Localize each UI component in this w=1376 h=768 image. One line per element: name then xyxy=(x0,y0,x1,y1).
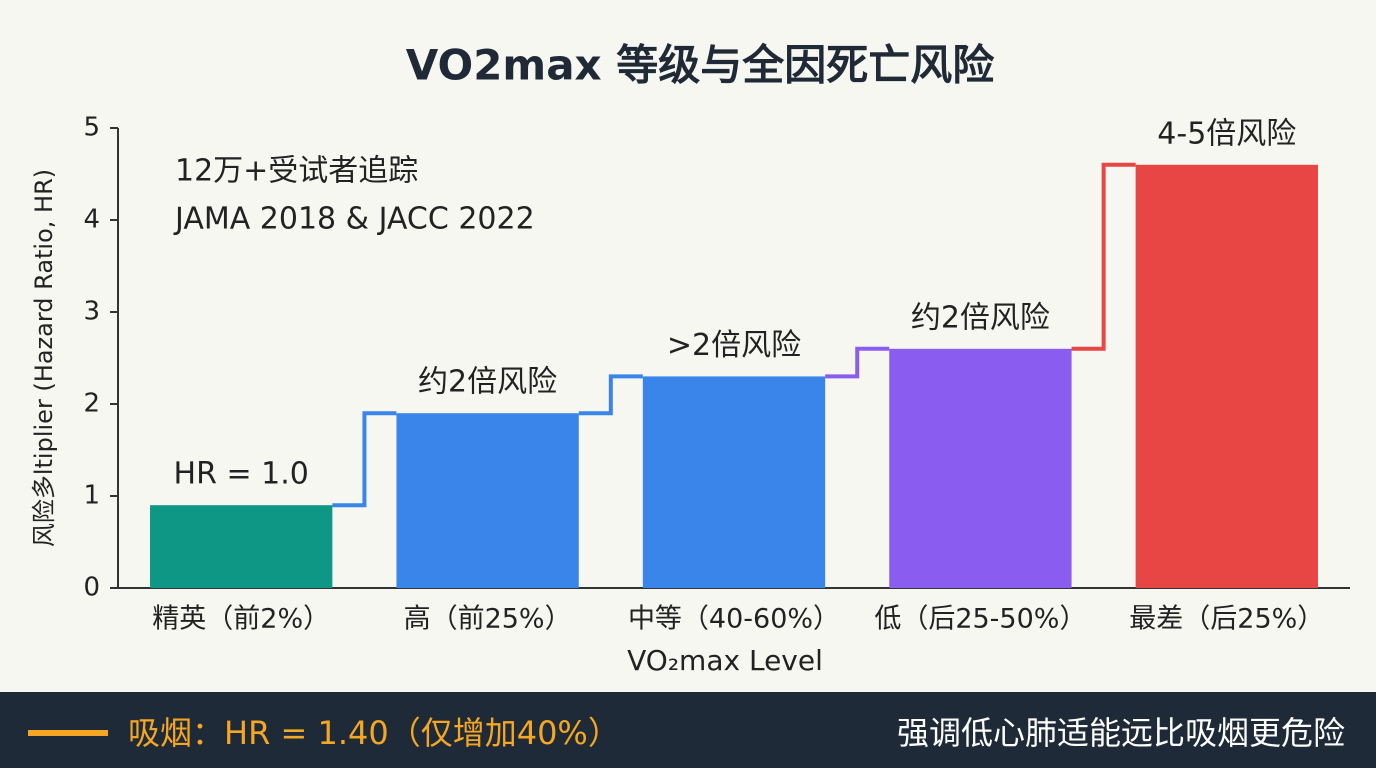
footer-bar xyxy=(0,692,1376,768)
y-tick-label: 2 xyxy=(83,389,100,419)
y-tick-label: 5 xyxy=(83,113,100,143)
x-tick-label: 中等（40-60%） xyxy=(628,604,840,635)
bar xyxy=(889,348,1072,588)
chart-title: VO2max 等级与全因死亡风险 xyxy=(406,41,996,90)
footer-note: 强调低心肺适能远比吸烟更危险 xyxy=(897,714,1345,752)
x-tick-label: 低（后25-50%） xyxy=(874,604,1086,635)
note: JAMA 2018 & JACC 2022 xyxy=(173,202,535,237)
y-tick-label: 1 xyxy=(83,481,100,511)
x-axis-title: VO₂max Level xyxy=(627,644,823,677)
x-tick-label: 精英（前2%） xyxy=(152,604,330,635)
step-connector xyxy=(332,411,397,508)
x-tick-label: 最差（后25%） xyxy=(1129,604,1324,635)
x-tick-label: 高（前25%） xyxy=(404,604,572,635)
y-tick-label: 4 xyxy=(83,205,100,235)
step-connector xyxy=(1071,162,1136,351)
note: 12万+受试者追踪 xyxy=(175,154,418,189)
bar-label: 约2倍风险 xyxy=(418,365,557,400)
bar-label: 约2倍风险 xyxy=(911,300,1050,335)
bar xyxy=(150,505,333,588)
y-tick-label: 3 xyxy=(83,297,100,327)
bar xyxy=(1135,164,1318,589)
bar xyxy=(642,376,826,588)
y-axis-title: 风险多ltiplier (Hazard Ratio, HR) xyxy=(30,169,58,547)
bar-label: >2倍风险 xyxy=(667,328,801,363)
bar-label: 4-5倍风险 xyxy=(1157,116,1296,151)
bar xyxy=(396,413,579,588)
legend-label: 吸烟：HR = 1.40（仅增加40%） xyxy=(128,714,620,752)
step-connector xyxy=(578,374,643,416)
y-tick-label: 0 xyxy=(83,573,100,603)
bar-label: HR = 1.0 xyxy=(174,457,309,492)
step-connector xyxy=(825,346,890,379)
